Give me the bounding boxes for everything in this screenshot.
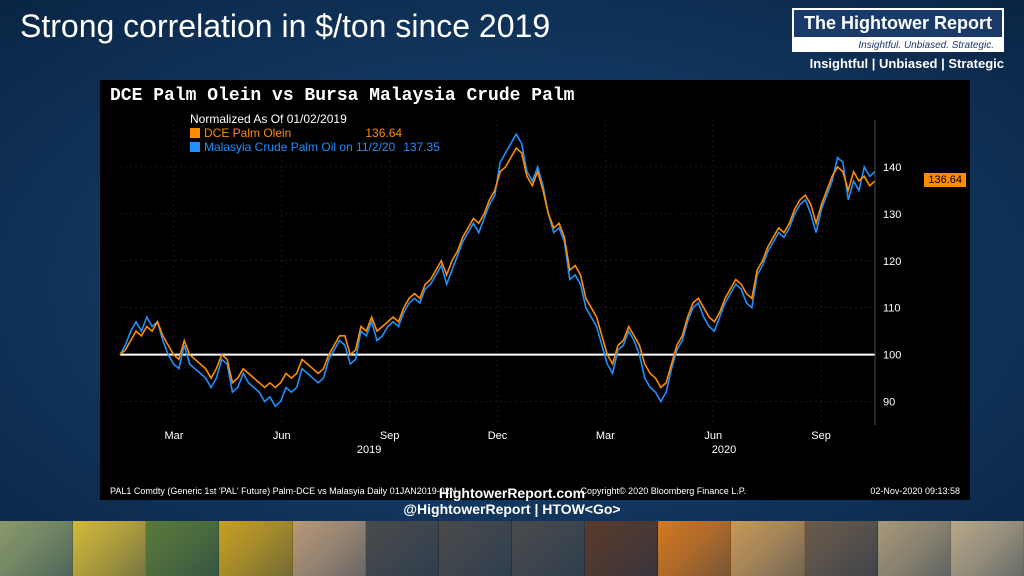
slide-title: Strong correlation in $/ton since 2019 xyxy=(20,8,550,45)
thumbnail xyxy=(805,521,878,576)
chart-title: DCE Palm Olein vs Bursa Malaysia Crude P… xyxy=(100,80,970,108)
svg-text:90: 90 xyxy=(883,397,895,409)
thumbnail xyxy=(73,521,146,576)
thumbnail xyxy=(0,521,73,576)
thumbnail xyxy=(366,521,439,576)
logo-block: The Hightower Report Insightful. Unbiase… xyxy=(792,8,1004,71)
thumbnail xyxy=(731,521,804,576)
thumbnail xyxy=(951,521,1024,576)
thumbnail xyxy=(585,521,658,576)
end-value-tag: 136.64 xyxy=(924,173,966,187)
logo-tagline: Insightful | Unbiased | Strategic xyxy=(792,56,1004,71)
svg-text:2019: 2019 xyxy=(357,444,381,456)
bottom-line1: HightowerReport.com xyxy=(0,485,1024,501)
chart-panel: DCE Palm Olein vs Bursa Malaysia Crude P… xyxy=(100,80,970,500)
bottom-line2: @HightowerReport | HTOW<Go> xyxy=(0,501,1024,517)
thumbnail xyxy=(219,521,292,576)
thumbnail xyxy=(878,521,951,576)
logo-main: The Hightower Report xyxy=(792,8,1004,39)
svg-text:2020: 2020 xyxy=(712,444,736,456)
logo-subtitle: Insightful. Unbiased. Strategic. xyxy=(792,39,1004,52)
svg-text:100: 100 xyxy=(883,350,901,362)
bottom-thumbnail-strip xyxy=(0,521,1024,576)
svg-text:Sep: Sep xyxy=(380,430,400,442)
thumbnail xyxy=(658,521,731,576)
thumbnail xyxy=(146,521,219,576)
svg-text:130: 130 xyxy=(883,209,901,221)
svg-text:120: 120 xyxy=(883,256,901,268)
thumbnail xyxy=(512,521,585,576)
svg-text:110: 110 xyxy=(883,303,901,315)
chart-plot: 90 100 110 120 130 140 Mar Jun Sep Dec Mar Jun Sep 20… xyxy=(110,110,920,465)
svg-text:Mar: Mar xyxy=(596,430,615,442)
svg-text:Jun: Jun xyxy=(704,430,722,442)
svg-text:Mar: Mar xyxy=(164,430,183,442)
svg-text:Sep: Sep xyxy=(811,430,831,442)
svg-text:140: 140 xyxy=(883,162,901,174)
svg-text:Dec: Dec xyxy=(488,430,508,442)
svg-text:Jun: Jun xyxy=(273,430,291,442)
thumbnail xyxy=(293,521,366,576)
thumbnail xyxy=(439,521,512,576)
bottom-text: HightowerReport.com @HightowerReport | H… xyxy=(0,485,1024,521)
